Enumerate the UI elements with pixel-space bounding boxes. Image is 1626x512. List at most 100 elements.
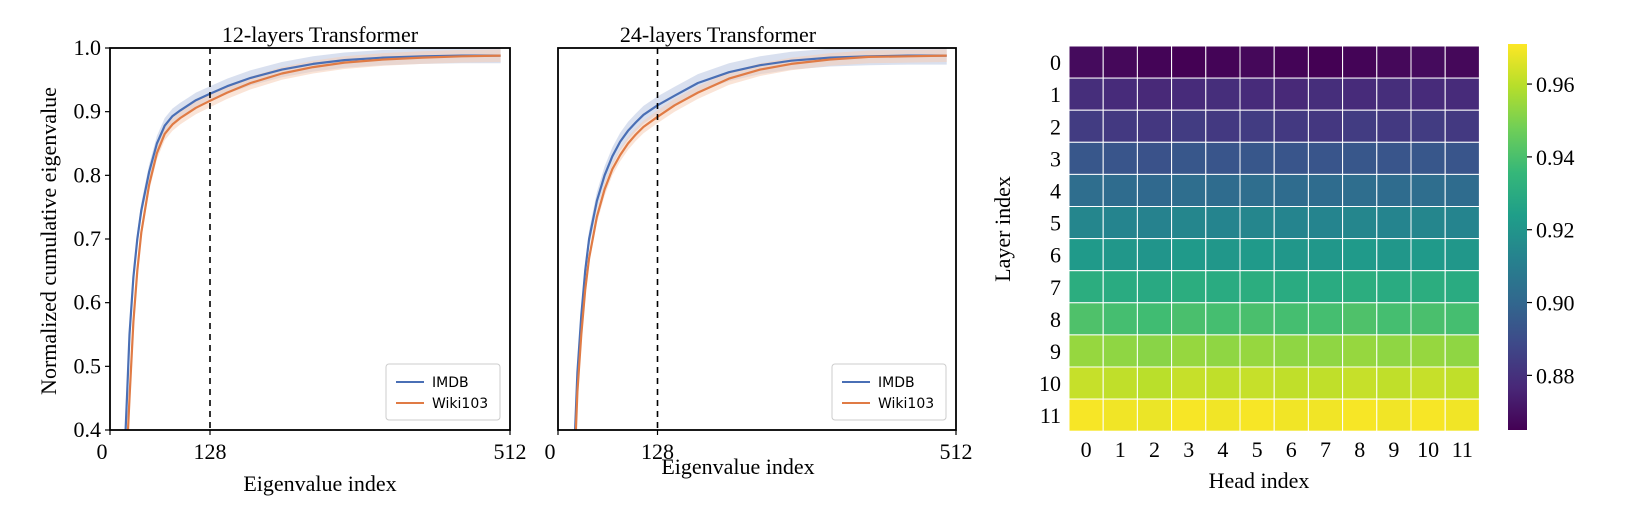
heatmap-cell [1342, 173, 1378, 207]
heatmap-cell [1239, 238, 1275, 272]
heatmap-cell [1444, 270, 1480, 304]
heatmap-cell [1171, 77, 1207, 111]
heatmap-cell [1273, 398, 1309, 432]
x-tick-label: 1 [1115, 437, 1126, 462]
y-tick-label: 0.9 [74, 99, 102, 124]
heatmap-cell [1342, 45, 1378, 79]
y-axis-label: Normalized cumulative eigenvalue [36, 87, 61, 395]
series-lines [574, 54, 947, 431]
heatmap-cell [1171, 173, 1207, 207]
heatmap-cell [1444, 238, 1480, 272]
heatmap-cell [1444, 141, 1480, 175]
heatmap-cell [1376, 206, 1412, 240]
series-lines [124, 54, 501, 431]
y-tick-label: 0 [1050, 50, 1061, 75]
heatmap-cell [1239, 206, 1275, 240]
x-tick-label: 10 [1417, 437, 1439, 462]
heatmap-cell [1444, 366, 1480, 400]
heatmap-cell [1410, 45, 1446, 79]
legend-label-wiki103: Wiki103 [878, 396, 934, 412]
y-ticks: 0.4 0.5 0.6 0.7 0.8 0.9 1.0 [74, 35, 110, 442]
heatmap-cell [1136, 366, 1173, 400]
colorbar-tick-label: 0.90 [1536, 291, 1575, 316]
x-tick-label: 11 [1452, 437, 1473, 462]
heatmap-cell [1307, 302, 1344, 336]
colorbar-tick-label: 0.96 [1536, 72, 1575, 97]
heatmap-cell [1342, 77, 1378, 111]
heatmap-cell [1376, 302, 1412, 336]
heatmap-cell [1205, 302, 1241, 336]
heatmap-cell [1342, 141, 1378, 175]
heatmap-cell [1136, 206, 1173, 240]
heatmap-cell [1205, 141, 1241, 175]
x-tick-label: 128 [194, 439, 227, 464]
heatmap-cell [1136, 141, 1173, 175]
y-tick-label: 11 [1040, 403, 1061, 428]
x-tick-label: 0 [1081, 437, 1092, 462]
heatmap-cell [1068, 366, 1104, 400]
heatmap-cell [1102, 109, 1138, 143]
x-ticks: 0 1 2 3 4 5 6 7 8 9 10 11 [1081, 437, 1473, 462]
heatmap-cell [1205, 206, 1241, 240]
heatmap-cell [1410, 206, 1446, 240]
heatmap-cells [1068, 45, 1480, 432]
heatmap-cell [1410, 398, 1446, 432]
legend-label-wiki103: Wiki103 [432, 396, 488, 412]
heatmap-cell [1136, 45, 1173, 79]
y-tick-label: 0.8 [74, 162, 102, 187]
colorbar-tick-label: 0.92 [1536, 218, 1575, 243]
heatmap-cell [1376, 238, 1412, 272]
y-tick-label: 7 [1050, 275, 1061, 300]
legend-label-imdb: IMDB [878, 375, 915, 391]
heatmap-cell [1102, 334, 1138, 368]
heatmap-cell [1307, 141, 1344, 175]
x-axis-label: Eigenvalue index [243, 471, 396, 496]
x-tick-label: 6 [1286, 437, 1297, 462]
heatmap-cell [1068, 206, 1104, 240]
heatmap-cell [1068, 141, 1104, 175]
legend: IMDB Wiki103 [385, 363, 501, 421]
legend-label-imdb: IMDB [432, 375, 469, 391]
heatmap-cell [1171, 45, 1207, 79]
heatmap-cell [1410, 302, 1446, 336]
heatmap-cell [1239, 45, 1275, 79]
heatmap-cell [1376, 366, 1412, 400]
heatmap-cell [1376, 77, 1412, 111]
plot-area-frame [557, 47, 957, 431]
heatmap-cell [1136, 398, 1173, 432]
y-axis-label: Layer index [990, 176, 1015, 282]
heatmap-cell [1376, 398, 1412, 432]
heatmap-cell [1307, 238, 1344, 272]
heatmap-cell [1068, 302, 1104, 336]
heatmap-cell [1307, 77, 1344, 111]
heatmap-cell [1136, 270, 1173, 304]
heatmap-cell [1444, 45, 1480, 79]
x-tick-label: 4 [1217, 437, 1228, 462]
y-tick-label: 9 [1050, 339, 1061, 364]
legend-box [385, 363, 501, 421]
heatmap-cell [1342, 334, 1378, 368]
heatmap-cell [1410, 270, 1446, 304]
x-tick-label: 9 [1388, 437, 1399, 462]
x-tick-label: 512 [494, 439, 527, 464]
heatmap-cell [1307, 109, 1344, 143]
heatmap-cell [1342, 206, 1378, 240]
x-tick-label: 0 [97, 439, 108, 464]
heatmap-cell [1068, 45, 1104, 79]
heatmap-cell [1342, 270, 1378, 304]
heatmap-cell [1205, 398, 1241, 432]
heatmap-cell [1273, 141, 1309, 175]
heatmap-cell [1102, 366, 1138, 400]
line-imdb [124, 54, 501, 431]
heatmap-cell [1171, 398, 1207, 432]
heatmap-cell [1171, 109, 1207, 143]
y-tick-label: 3 [1050, 146, 1061, 171]
x-tick-label: 128 [641, 439, 674, 464]
heatmap-cell [1239, 77, 1275, 111]
heatmap-cell [1376, 270, 1412, 304]
heatmap-cell [1171, 238, 1207, 272]
heatmap-cell [1171, 206, 1207, 240]
y-tick-label: 4 [1050, 178, 1061, 203]
heatmap-cell [1136, 238, 1173, 272]
heatmap-cell [1273, 270, 1309, 304]
